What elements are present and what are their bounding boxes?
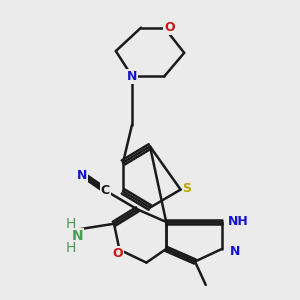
- Text: N: N: [77, 169, 87, 182]
- Text: O: O: [112, 248, 123, 260]
- Text: H: H: [66, 217, 76, 231]
- Text: N: N: [71, 229, 83, 243]
- Text: NH: NH: [228, 215, 248, 228]
- Text: N: N: [127, 70, 137, 83]
- Text: C: C: [101, 184, 110, 197]
- Text: N: N: [230, 245, 240, 258]
- Text: O: O: [164, 21, 175, 34]
- Text: H: H: [66, 241, 76, 255]
- Text: S: S: [183, 182, 192, 195]
